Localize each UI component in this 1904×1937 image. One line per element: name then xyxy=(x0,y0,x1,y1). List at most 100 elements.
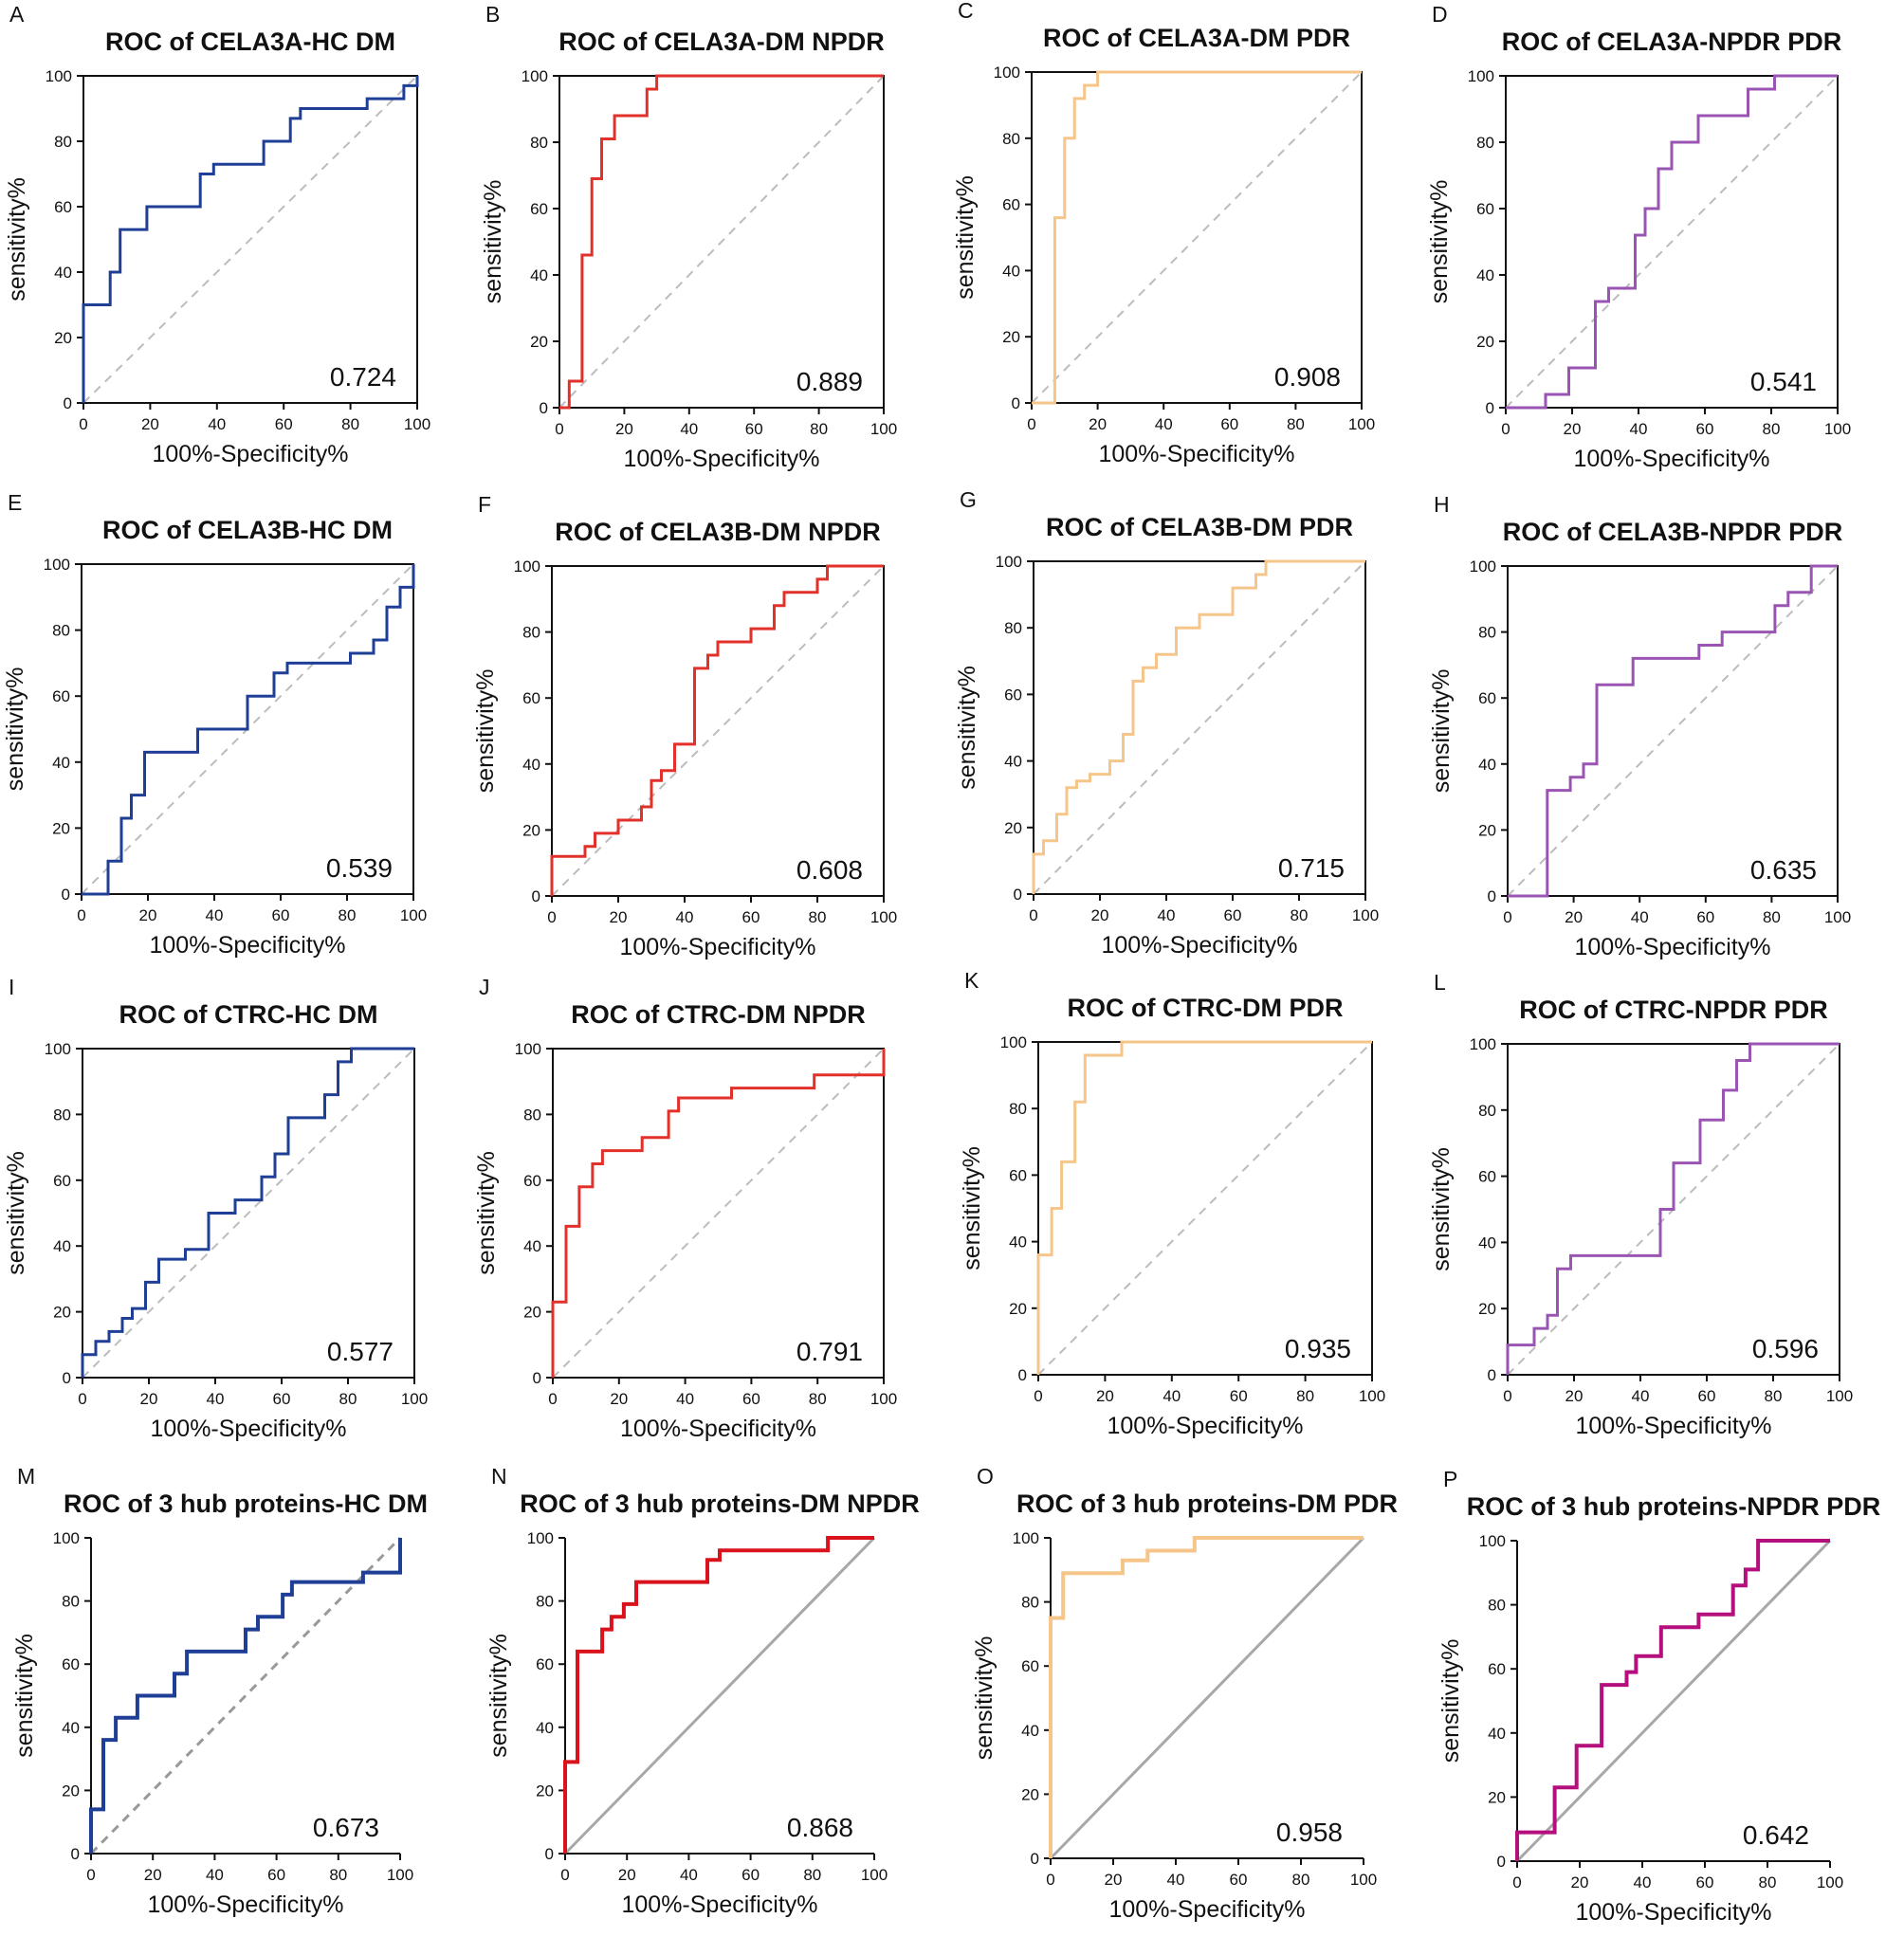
y-tick-label-a: 40 xyxy=(54,264,72,282)
y-tick-label-h: 0 xyxy=(1488,887,1496,905)
y-tick-label-f: 20 xyxy=(522,821,540,839)
chart-title-g: ROC of CELA3B-DM PDR xyxy=(1046,513,1353,541)
y-tick-label-l: 20 xyxy=(1478,1300,1496,1318)
x-tick-label-c: 40 xyxy=(1155,415,1173,433)
y-tick-label-f: 60 xyxy=(522,689,540,707)
x-tick-label-n: 80 xyxy=(803,1866,821,1884)
panel-letter-f: F xyxy=(478,492,491,517)
panel-a: A ROC of CELA3A-HC DM 0 20 40 60 80 100 0 20 40 60 8… xyxy=(4,2,430,467)
y-tick-label-o: 100 xyxy=(1013,1529,1039,1547)
panel-letter-n: N xyxy=(491,1464,507,1489)
x-tick-label-c: 0 xyxy=(1027,415,1035,433)
y-tick-label-m: 60 xyxy=(62,1655,80,1673)
x-tick-label-m: 80 xyxy=(329,1866,347,1884)
y-tick-label-d: 80 xyxy=(1476,134,1494,152)
auc-value-f: 0.608 xyxy=(796,855,863,885)
y-tick-label-c: 40 xyxy=(1002,262,1020,280)
auc-value-i: 0.577 xyxy=(327,1337,394,1366)
auc-value-b: 0.889 xyxy=(796,367,863,396)
plot-frame-g xyxy=(1033,560,1366,895)
panel-j: J ROC of CTRC-DM NPDR 0 20 40 60 80 100 0 20 40 60 8… xyxy=(473,975,897,1442)
x-tick-label-f: 80 xyxy=(809,908,827,926)
x-tick-label-k: 100 xyxy=(1359,1387,1385,1405)
chart-title-l: ROC of CTRC-NPDR PDR xyxy=(1519,996,1827,1024)
y-tick-label-n: 80 xyxy=(536,1593,554,1611)
panel-l: L ROC of CTRC-NPDR PDR 0 20 40 60 80 100 0 20 40 60… xyxy=(1428,970,1853,1439)
y-tick-label-i: 0 xyxy=(63,1369,71,1387)
x-tick-label-g: 100 xyxy=(1352,906,1379,924)
x-tick-label-i: 40 xyxy=(207,1390,225,1408)
y-tick-label-l: 60 xyxy=(1478,1168,1496,1186)
y-tick-label-e: 0 xyxy=(62,886,70,904)
y-tick-label-m: 40 xyxy=(62,1719,80,1737)
x-axis-label-f: 100%-Specificity% xyxy=(619,934,815,960)
reference-diagonal-g xyxy=(1033,560,1366,895)
y-tick-label-l: 40 xyxy=(1478,1233,1496,1252)
roc-curve-b xyxy=(559,74,884,410)
y-tick-label-c: 60 xyxy=(1002,196,1020,214)
y-tick-label-j: 0 xyxy=(533,1369,541,1387)
y-tick-label-j: 100 xyxy=(515,1040,541,1058)
chart-title-p: ROC of 3 hub proteins-NPDR PDR xyxy=(1467,1492,1881,1521)
x-axis-label-a: 100%-Specificity% xyxy=(152,441,348,467)
y-axis-label-n: sensitivity% xyxy=(485,1634,512,1758)
x-tick-label-l: 40 xyxy=(1632,1387,1650,1405)
x-tick-label-k: 80 xyxy=(1296,1387,1314,1405)
chart-title-i: ROC of CTRC-HC DM xyxy=(119,1000,378,1029)
x-tick-label-p: 20 xyxy=(1571,1873,1589,1891)
x-tick-label-m: 60 xyxy=(267,1866,285,1884)
y-tick-label-f: 0 xyxy=(532,887,540,905)
x-tick-label-m: 100 xyxy=(387,1866,413,1884)
x-tick-label-j: 0 xyxy=(548,1390,557,1408)
auc-value-d: 0.541 xyxy=(1750,367,1817,396)
y-tick-label-n: 40 xyxy=(536,1719,554,1737)
x-tick-label-l: 20 xyxy=(1565,1387,1584,1405)
plot-frame-a xyxy=(82,75,418,404)
x-tick-label-o: 0 xyxy=(1046,1871,1054,1889)
y-axis-label-p: sensitivity% xyxy=(1437,1639,1464,1763)
auc-value-h: 0.635 xyxy=(1750,855,1817,885)
y-tick-label-a: 100 xyxy=(46,67,72,85)
panel-p: P ROC of 3 hub proteins-NPDR PDR 0 20 40 60 80… xyxy=(1437,1467,1880,1926)
x-tick-label-a: 80 xyxy=(341,415,359,433)
reference-diagonal-o xyxy=(1049,1536,1365,1860)
x-tick-label-p: 80 xyxy=(1759,1873,1777,1891)
panel-letter-k: K xyxy=(964,968,979,993)
y-tick-label-c: 80 xyxy=(1002,130,1020,148)
y-axis-label-a: sensitivity% xyxy=(4,177,30,302)
x-tick-label-o: 60 xyxy=(1230,1871,1248,1889)
x-tick-label-i: 80 xyxy=(339,1390,357,1408)
x-tick-label-d: 40 xyxy=(1630,420,1648,438)
y-axis-label-g: sensitivity% xyxy=(954,666,980,790)
y-tick-label-a: 0 xyxy=(64,394,72,412)
x-tick-label-o: 100 xyxy=(1350,1871,1377,1889)
x-tick-label-e: 20 xyxy=(139,906,157,924)
y-axis-label-o: sensitivity% xyxy=(971,1636,998,1761)
x-tick-label-g: 60 xyxy=(1224,906,1242,924)
y-tick-label-e: 20 xyxy=(52,819,70,837)
roc-curve-g xyxy=(1032,559,1365,894)
x-tick-label-e: 0 xyxy=(77,906,85,924)
panel-letter-j: J xyxy=(479,975,490,999)
panel-letter-o: O xyxy=(977,1464,994,1489)
roc-curve-h xyxy=(1508,564,1838,898)
y-tick-label-i: 20 xyxy=(53,1304,71,1322)
y-axis-label-l: sensitivity% xyxy=(1428,1147,1455,1271)
x-tick-label-f: 60 xyxy=(742,908,760,926)
y-tick-label-f: 100 xyxy=(514,557,540,576)
y-tick-label-b: 0 xyxy=(540,399,548,417)
y-tick-label-m: 0 xyxy=(71,1845,80,1863)
x-tick-label-a: 100 xyxy=(404,415,430,433)
y-tick-label-j: 80 xyxy=(523,1106,541,1124)
x-tick-label-n: 100 xyxy=(861,1866,888,1884)
x-tick-label-e: 60 xyxy=(272,906,290,924)
chart-title-e: ROC of CELA3B-HC DM xyxy=(102,516,393,544)
x-tick-label-e: 80 xyxy=(339,906,357,924)
y-tick-label-o: 40 xyxy=(1021,1722,1039,1740)
x-tick-label-h: 60 xyxy=(1696,908,1714,926)
x-tick-label-d: 0 xyxy=(1501,420,1510,438)
y-tick-label-l: 100 xyxy=(1470,1035,1496,1053)
x-tick-label-e: 40 xyxy=(206,906,224,924)
roc-curve-k xyxy=(1036,1040,1372,1375)
